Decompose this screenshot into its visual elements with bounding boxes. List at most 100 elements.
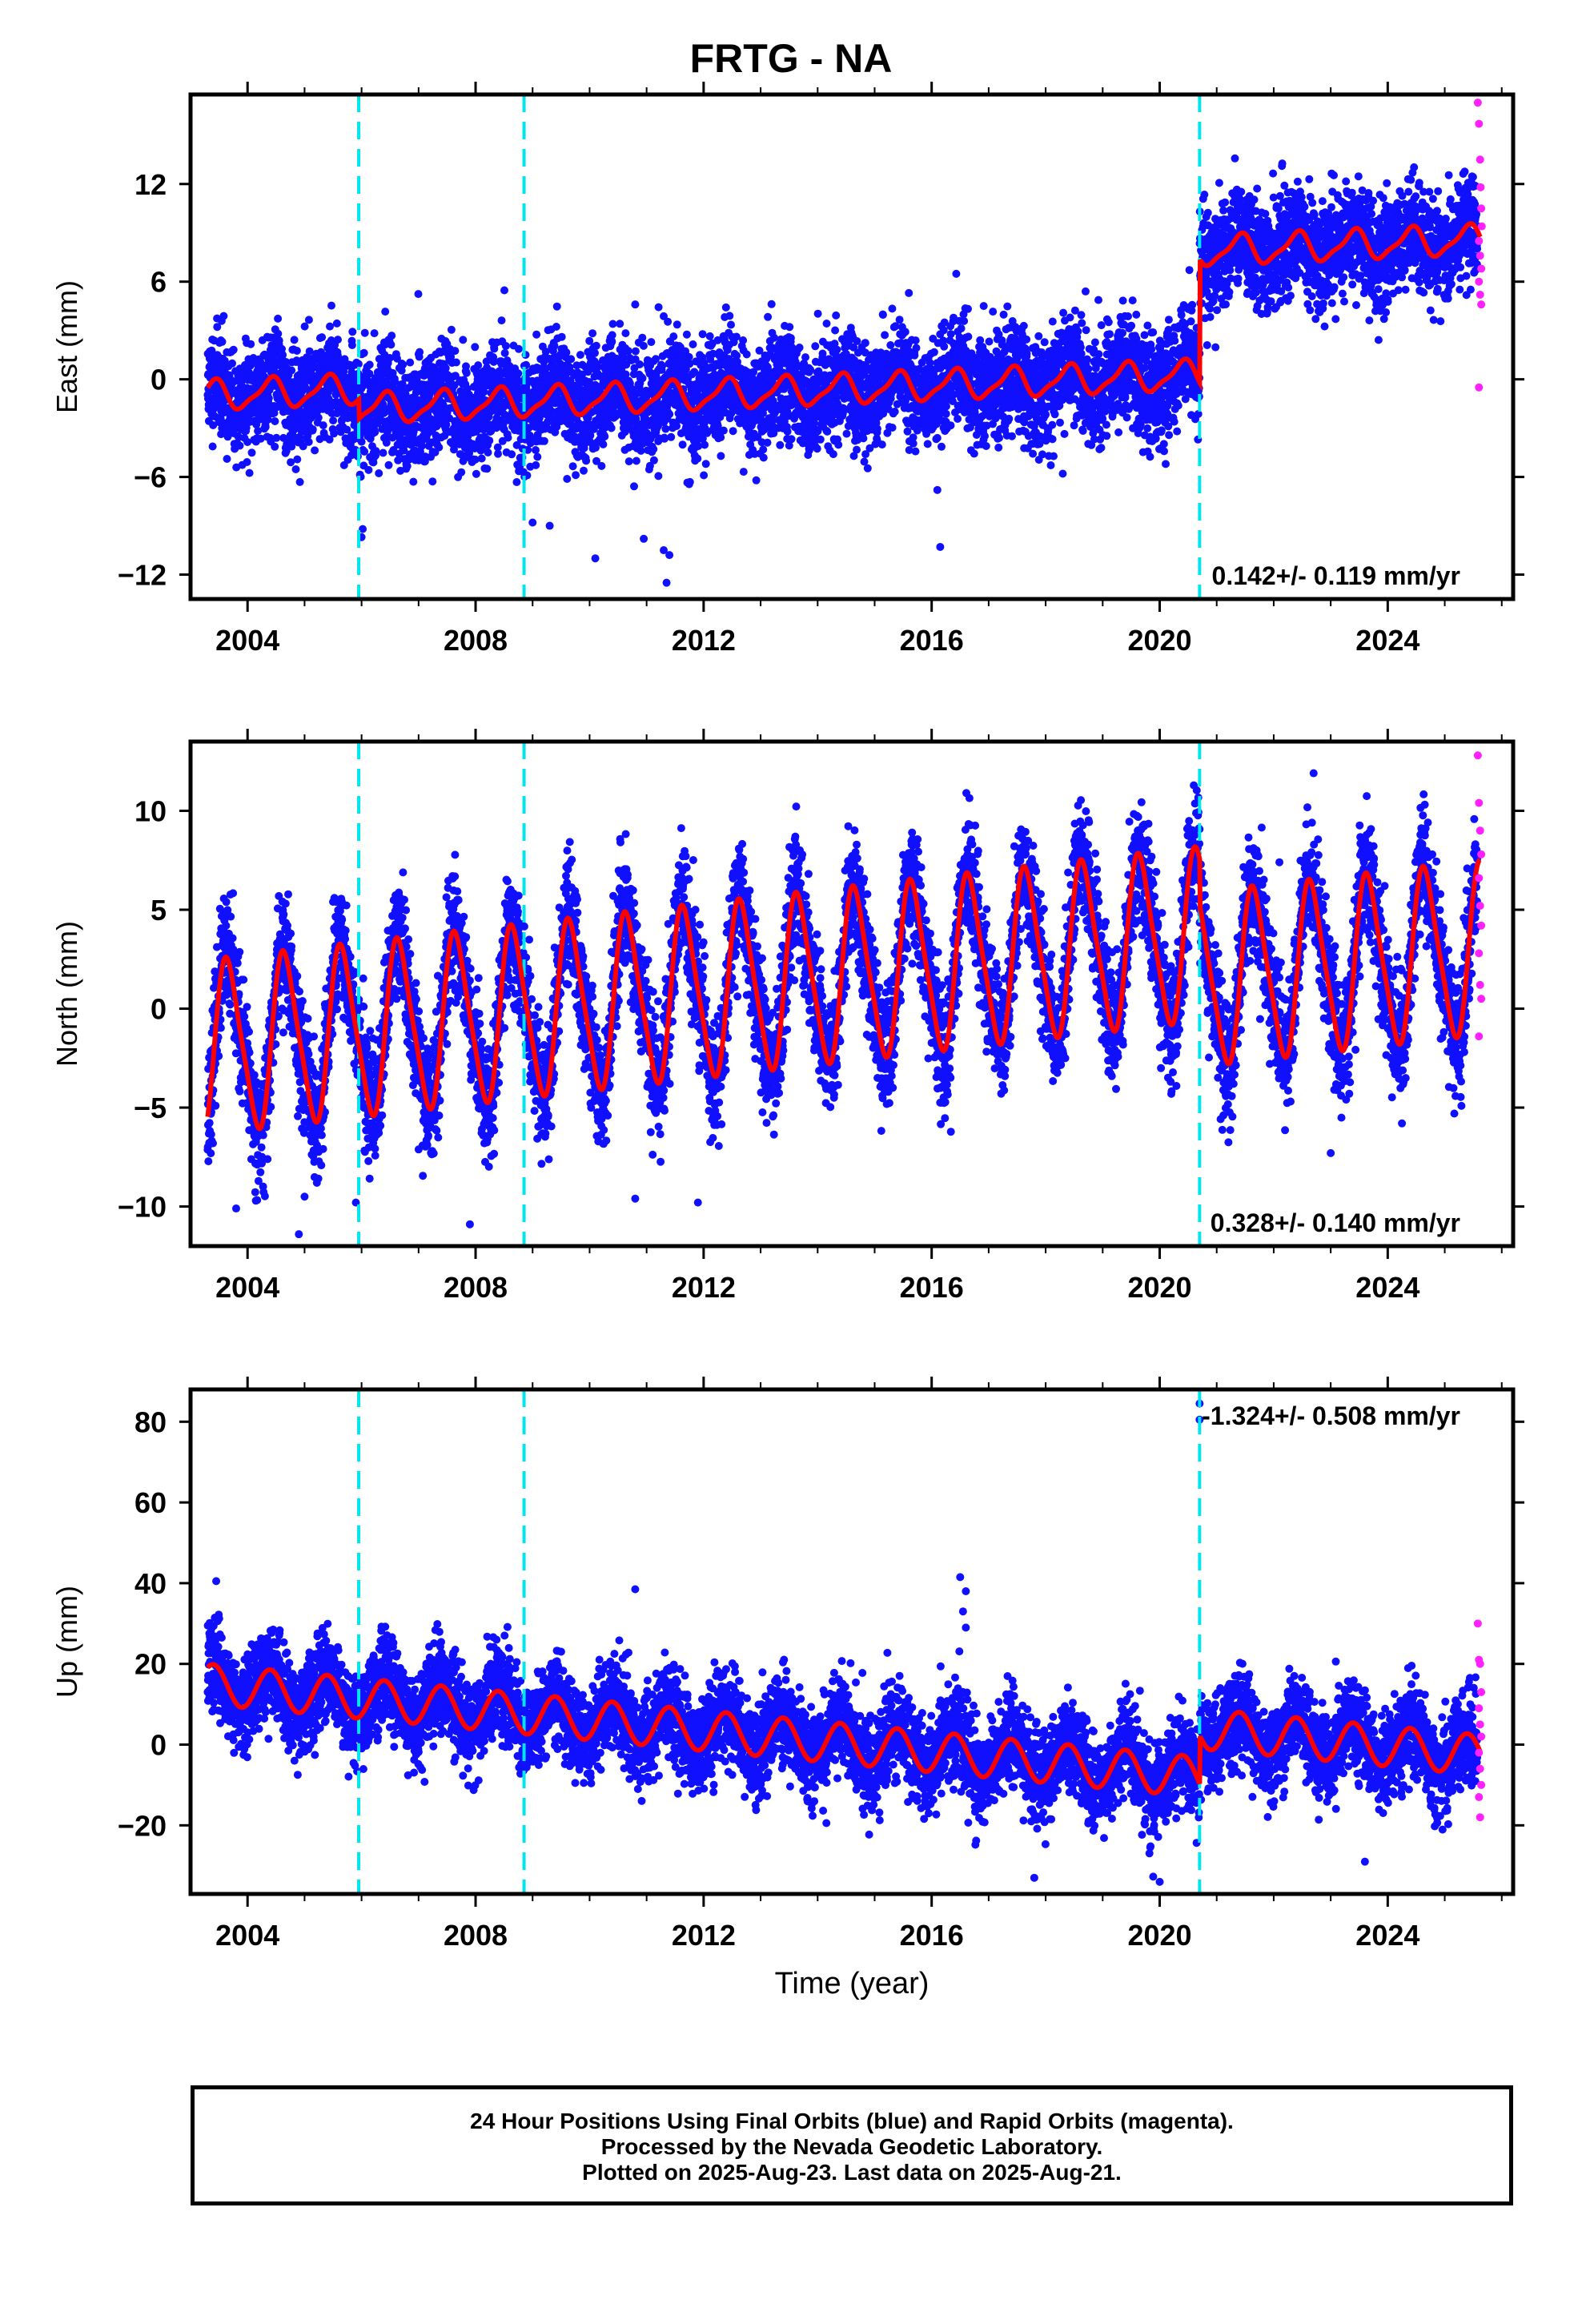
data-point: [954, 415, 962, 423]
data-point: [398, 380, 407, 388]
data-point: [325, 435, 334, 444]
data-point: [717, 452, 725, 460]
data-point: [228, 359, 236, 368]
data-point: [982, 442, 990, 450]
data-point: [462, 362, 470, 371]
data-point: [911, 447, 920, 456]
data-point: [477, 454, 486, 463]
data-point: [901, 328, 909, 336]
data-point: [465, 448, 474, 457]
data-point: [300, 322, 309, 331]
data-point: [667, 432, 676, 441]
data-point: [608, 331, 616, 340]
data-point: [787, 435, 796, 444]
data-point: [399, 360, 408, 369]
data-point: [616, 320, 624, 328]
data-point: [649, 456, 658, 464]
data-point: [599, 440, 608, 448]
data-point: [759, 445, 768, 454]
data-point: [576, 351, 584, 360]
data-point: [607, 424, 616, 432]
data-point: [693, 454, 702, 463]
data-point: [364, 465, 373, 474]
data-point: [970, 449, 978, 458]
data-point: [279, 433, 288, 442]
data-point: [381, 308, 390, 316]
data-point: [759, 453, 768, 462]
data-point: [532, 330, 541, 339]
data-point: [813, 444, 821, 453]
data-point: [636, 446, 645, 455]
data-point: [457, 468, 466, 476]
data-point: [727, 320, 735, 329]
data-point: [275, 336, 283, 345]
data-point: [311, 446, 319, 455]
data-point: [550, 342, 559, 350]
data-point: [385, 354, 394, 362]
data-point: [636, 360, 644, 368]
data-point: [873, 424, 881, 433]
data-point: [414, 290, 423, 299]
data-point: [960, 316, 969, 325]
data-point: [964, 332, 973, 341]
data-point: [512, 440, 521, 449]
data-point: [567, 355, 576, 364]
data-point: [764, 312, 773, 321]
data-point: [409, 477, 418, 486]
data-point: [471, 343, 480, 352]
data-point: [435, 443, 444, 452]
data-point: [930, 348, 938, 356]
data-point: [639, 341, 648, 350]
data-point: [806, 365, 815, 374]
data-point: [384, 460, 393, 469]
data-point: [271, 442, 279, 451]
data-point: [485, 436, 494, 445]
data-point: [964, 304, 972, 313]
data-point: [770, 333, 778, 342]
data-point: [282, 358, 291, 366]
data-point: [878, 311, 887, 320]
data-point: [739, 336, 748, 344]
data-point: [292, 347, 301, 355]
data-point: [608, 320, 617, 328]
data-point: [500, 286, 508, 295]
data-point: [326, 322, 334, 331]
data-point: [552, 302, 561, 311]
data-point: [895, 316, 904, 324]
data-point: [354, 360, 363, 368]
data-point: [938, 442, 946, 451]
data-point: [859, 434, 868, 443]
data-point: [371, 447, 380, 456]
data-point: [877, 440, 886, 449]
data-point: [308, 425, 317, 434]
data-point: [795, 344, 804, 352]
data-point: [532, 446, 540, 454]
data-point: [394, 456, 403, 464]
data-point: [371, 428, 379, 436]
data-point: [834, 440, 843, 449]
data-point: [516, 460, 524, 468]
data-point: [474, 361, 483, 370]
data-point: [630, 482, 638, 491]
data-point: [243, 438, 252, 446]
data-point: [370, 329, 379, 338]
data-point: [500, 348, 509, 357]
data-point: [701, 440, 709, 449]
data-point: [428, 477, 437, 486]
data-point: [863, 464, 872, 472]
data-point: [582, 456, 591, 465]
data-point: [508, 450, 516, 459]
data-point: [208, 442, 217, 451]
data-point: [632, 456, 640, 465]
data-point: [375, 469, 383, 477]
data-point: [682, 330, 691, 339]
data-point: [563, 475, 572, 483]
data-point: [588, 329, 597, 338]
data-point: [557, 332, 566, 341]
data-point: [776, 440, 785, 449]
data-point: [912, 344, 921, 352]
data-point: [600, 432, 609, 440]
